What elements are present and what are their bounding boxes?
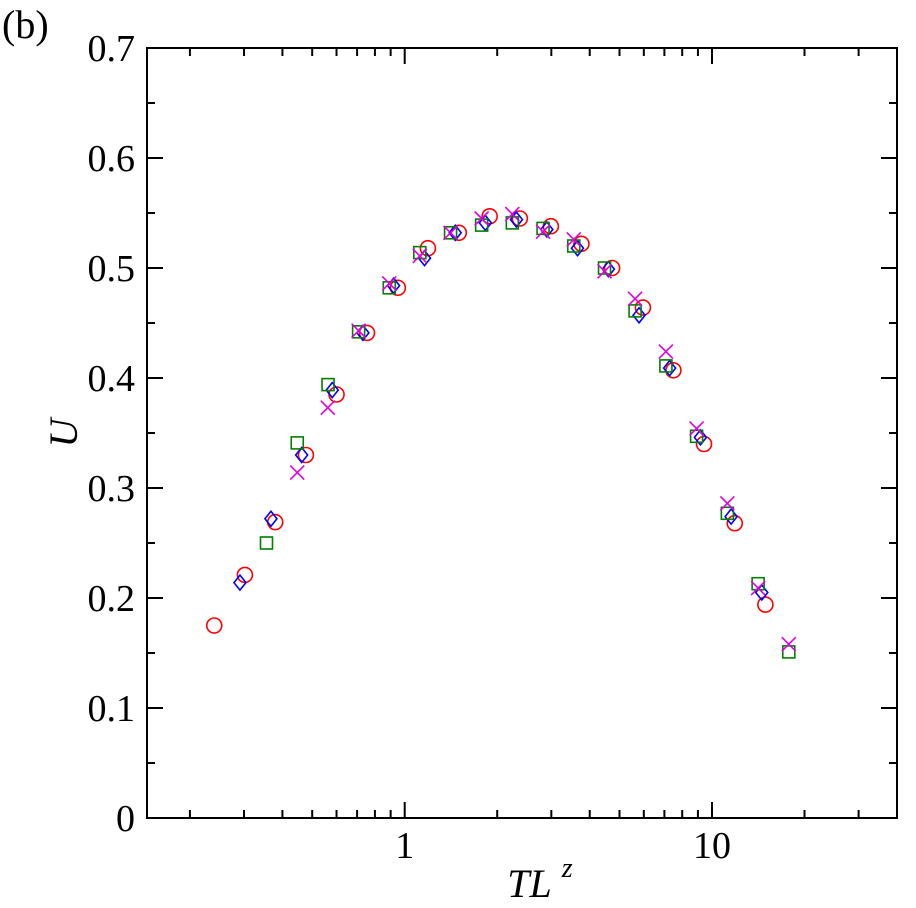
- data-point-square: [505, 216, 520, 230]
- series-cross: [289, 206, 797, 652]
- data-point-circle: [634, 299, 652, 316]
- plot-frame: [146, 47, 898, 819]
- data-point-diamond: [570, 239, 585, 257]
- data-point-square: [689, 429, 704, 444]
- y-tick-label: 0.6: [88, 138, 136, 180]
- data-point-cross: [719, 495, 735, 511]
- data-point-square: [781, 645, 796, 659]
- data-point-cross: [750, 580, 766, 596]
- data-point-square: [259, 536, 274, 550]
- x-tick-label: 10: [693, 825, 731, 867]
- data-points: [205, 206, 797, 659]
- data-point-circle: [695, 435, 713, 453]
- data-point-diamond: [632, 306, 647, 325]
- x-axis-title-main: TL: [507, 861, 552, 903]
- data-point-circle: [358, 324, 376, 342]
- data-point-square: [443, 226, 458, 240]
- data-point-circle: [328, 386, 345, 403]
- data-point-diamond: [693, 428, 708, 447]
- y-tick-label: 0.2: [88, 578, 136, 620]
- data-point-cross: [566, 231, 582, 247]
- data-point-cross: [596, 263, 613, 279]
- data-point-cross: [320, 400, 336, 416]
- data-point-circle: [205, 617, 223, 634]
- data-point-square: [351, 324, 366, 339]
- data-point-diamond: [294, 446, 309, 464]
- data-point-circle: [726, 514, 744, 532]
- data-point-square: [659, 359, 673, 373]
- panel-label: (b): [2, 2, 49, 47]
- data-point-cross: [627, 291, 643, 307]
- series-diamond: [232, 210, 769, 602]
- data-point-diamond: [448, 224, 463, 242]
- data-point-cross: [412, 248, 428, 264]
- data-point-cross: [504, 206, 520, 222]
- data-point-cross: [351, 323, 367, 339]
- data-point-diamond: [601, 260, 616, 278]
- data-point-circle: [573, 235, 590, 253]
- data-point-square: [720, 506, 735, 521]
- data-point-circle: [297, 446, 315, 464]
- data-point-diamond: [662, 359, 677, 377]
- y-tick-label: 0.5: [88, 248, 136, 290]
- y-tick-label: 0.7: [88, 28, 136, 70]
- data-point-diamond: [539, 220, 554, 239]
- data-point-diamond: [724, 507, 739, 526]
- x-axis-title: TL z: [507, 853, 573, 903]
- data-point-square: [382, 280, 397, 295]
- data-point-diamond: [325, 381, 340, 399]
- data-point-cross: [535, 224, 551, 240]
- axis-ticks: [147, 47, 898, 819]
- y-tick-label: 0.1: [88, 688, 136, 730]
- data-point-diamond: [232, 573, 247, 592]
- data-point-cross: [658, 344, 674, 360]
- data-point-cross: [474, 210, 490, 227]
- y-tick-label: 0.4: [88, 358, 136, 400]
- data-point-cross: [442, 225, 459, 241]
- data-point-square: [290, 436, 305, 450]
- data-point-circle: [757, 596, 774, 613]
- data-point-cross: [781, 636, 797, 652]
- data-point-cross: [289, 465, 305, 481]
- data-point-circle: [511, 210, 529, 227]
- x-tick-label: 1: [395, 825, 414, 867]
- y-axis-title: U: [41, 415, 86, 447]
- data-point-square: [413, 245, 427, 260]
- y-tick-label: 0.3: [88, 468, 136, 510]
- data-point-cross: [381, 275, 397, 291]
- data-point-square: [751, 576, 765, 591]
- data-point-square: [321, 377, 335, 392]
- data-point-circle: [603, 259, 621, 277]
- data-point-cross: [689, 421, 705, 437]
- data-point-diamond: [263, 510, 278, 528]
- data-point-square: [536, 221, 550, 236]
- data-point-square: [628, 304, 642, 318]
- x-axis-title-exponent: z: [561, 853, 573, 884]
- series-square: [259, 216, 796, 659]
- axis-tick-labels: 0 0.1 0.2 0.3 0.4 0.5 0.6 0.7 1 10: [88, 28, 731, 867]
- series-circle: [205, 208, 774, 634]
- y-tick-label: 0: [116, 798, 135, 840]
- data-point-square: [597, 261, 612, 275]
